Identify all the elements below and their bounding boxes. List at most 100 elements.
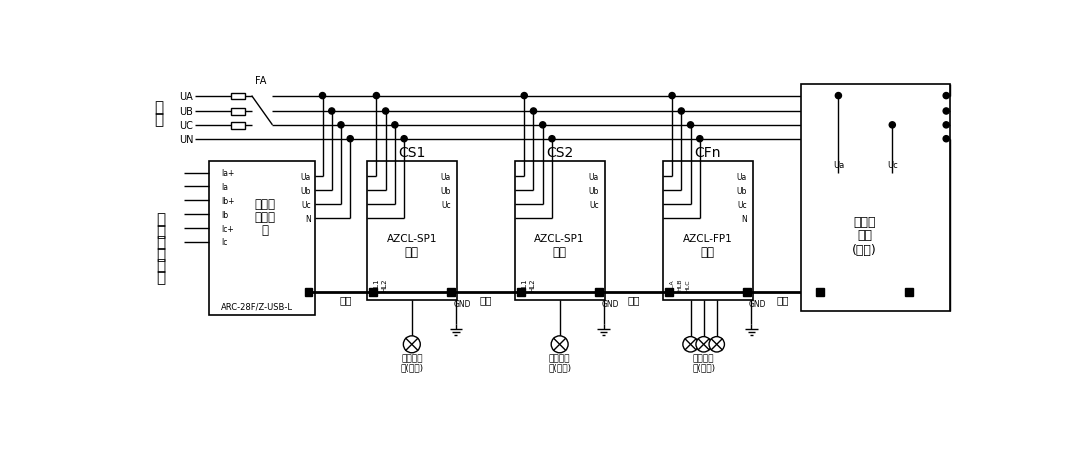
Circle shape	[382, 109, 389, 115]
Text: 网线: 网线	[339, 295, 352, 305]
Text: 灯(可选): 灯(可选)	[548, 362, 571, 371]
Text: 柜: 柜	[157, 223, 165, 238]
Text: Uc: Uc	[590, 200, 599, 209]
Bar	[231, 93, 245, 100]
Text: 功率因: 功率因	[254, 198, 275, 211]
Circle shape	[401, 136, 407, 143]
Circle shape	[710, 337, 725, 352]
Text: 状态指示: 状态指示	[401, 353, 422, 362]
Text: 状态指示: 状态指示	[549, 353, 570, 362]
Circle shape	[549, 136, 555, 143]
Circle shape	[835, 93, 841, 100]
Circle shape	[697, 136, 703, 143]
Circle shape	[943, 136, 949, 143]
Text: CFn: CFn	[694, 146, 720, 160]
Text: 数控制: 数控制	[254, 211, 275, 224]
Text: 二: 二	[157, 235, 165, 250]
Text: GND: GND	[454, 299, 471, 308]
Circle shape	[889, 123, 895, 129]
Circle shape	[392, 123, 397, 129]
Text: GND: GND	[602, 299, 619, 308]
Text: AZCL-SP1: AZCL-SP1	[535, 234, 585, 244]
Text: Ub: Ub	[441, 186, 451, 195]
Circle shape	[328, 109, 335, 115]
Circle shape	[551, 336, 568, 353]
Text: FA: FA	[255, 76, 267, 86]
Text: Ua: Ua	[300, 173, 311, 182]
Circle shape	[347, 136, 353, 143]
Text: GND: GND	[750, 299, 767, 308]
Bar	[367, 161, 457, 300]
Text: 电: 电	[154, 101, 164, 115]
Text: Ia: Ia	[220, 183, 228, 192]
Bar	[595, 289, 603, 296]
Text: 流: 流	[157, 269, 165, 285]
Text: Ub: Ub	[300, 186, 311, 195]
Text: 分补: 分补	[701, 246, 715, 259]
Bar	[447, 289, 455, 296]
Bar	[905, 289, 913, 296]
Text: 总: 总	[157, 212, 165, 227]
Text: N: N	[306, 214, 311, 223]
Bar	[210, 161, 314, 315]
Text: 网线: 网线	[627, 295, 639, 305]
Text: Uc: Uc	[301, 200, 311, 209]
Text: N: N	[741, 214, 746, 223]
Bar	[231, 123, 245, 129]
Bar	[515, 161, 605, 300]
Text: CS2: CS2	[546, 146, 573, 160]
Text: 网线: 网线	[777, 295, 789, 305]
Text: Ua: Ua	[737, 173, 746, 182]
Text: 灯(可选): 灯(可选)	[692, 362, 715, 371]
Text: HLA: HLA	[670, 278, 675, 291]
Text: Ib: Ib	[220, 210, 228, 219]
Text: Ib+: Ib+	[220, 196, 234, 205]
Circle shape	[338, 123, 345, 129]
Text: Uc: Uc	[442, 200, 451, 209]
Text: (可选): (可选)	[852, 244, 877, 257]
Text: 网线: 网线	[480, 295, 492, 305]
Text: Ub: Ub	[737, 186, 746, 195]
Text: Ua: Ua	[441, 173, 451, 182]
Circle shape	[943, 109, 949, 115]
Circle shape	[540, 123, 545, 129]
Text: CS1: CS1	[399, 146, 426, 160]
Circle shape	[669, 93, 675, 100]
Circle shape	[320, 93, 325, 100]
Circle shape	[403, 336, 420, 353]
Bar	[663, 161, 753, 300]
Bar	[665, 289, 673, 296]
Text: UB: UB	[179, 107, 193, 117]
Circle shape	[943, 93, 949, 100]
Circle shape	[696, 337, 712, 352]
Text: Ic: Ic	[220, 238, 227, 247]
Circle shape	[522, 93, 527, 100]
Text: Ua: Ua	[833, 161, 845, 170]
Text: 共补: 共补	[553, 246, 567, 259]
Circle shape	[683, 337, 699, 352]
Text: ARC-28F/Z-USB-L: ARC-28F/Z-USB-L	[221, 302, 293, 311]
Text: HL1: HL1	[522, 278, 527, 291]
Text: HL1: HL1	[374, 278, 379, 291]
Text: HLC: HLC	[685, 278, 690, 291]
Bar	[305, 289, 312, 296]
Text: Uc: Uc	[738, 200, 746, 209]
Text: 状态指: 状态指	[853, 215, 876, 228]
Text: Ia+: Ia+	[220, 169, 234, 178]
Text: HLB: HLB	[677, 278, 683, 291]
Text: HL2: HL2	[381, 278, 387, 291]
Circle shape	[530, 109, 537, 115]
Text: Ua: Ua	[589, 173, 599, 182]
Text: Ub: Ub	[589, 186, 599, 195]
Text: 器: 器	[261, 224, 268, 236]
Bar	[369, 289, 377, 296]
Text: UA: UA	[179, 92, 193, 101]
Bar	[517, 289, 525, 296]
Text: HL2: HL2	[529, 278, 535, 291]
Text: Ic+: Ic+	[220, 224, 233, 233]
Bar	[816, 289, 824, 296]
Text: UN: UN	[178, 134, 193, 144]
Bar	[801, 85, 950, 312]
Text: 源: 源	[154, 112, 164, 127]
Text: Uc: Uc	[887, 161, 897, 170]
